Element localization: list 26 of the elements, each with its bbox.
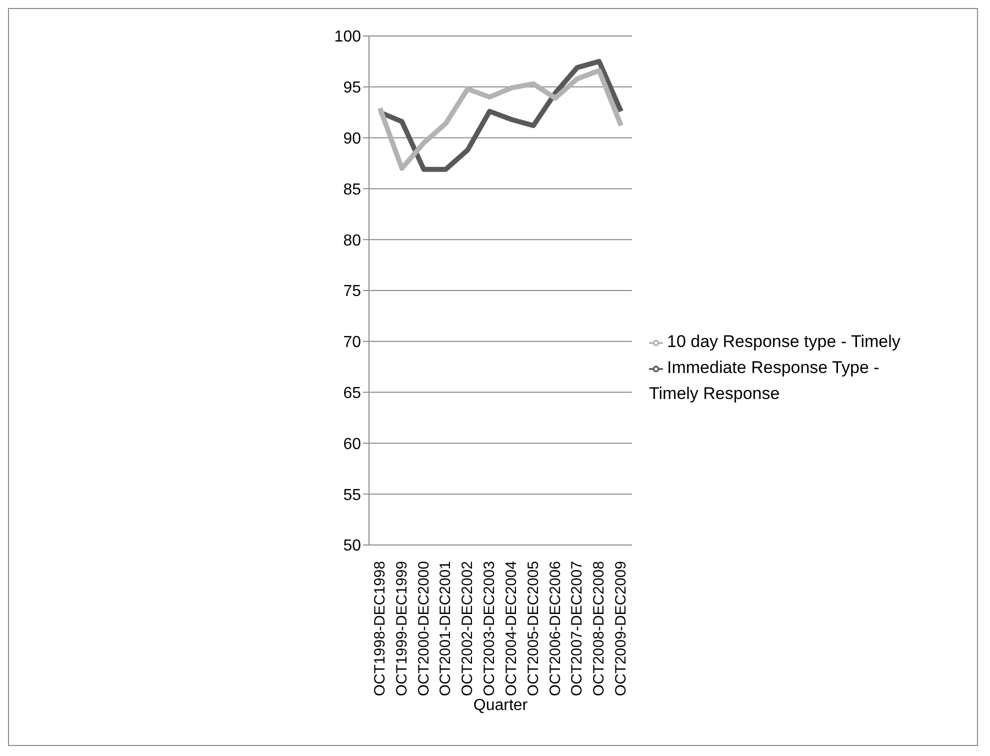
x-tick-label: OCT1999-DEC1999 (393, 561, 410, 696)
legend-label: 10 day Response type - Timely (667, 332, 900, 351)
y-tick-label: 50 (343, 538, 362, 555)
x-tick-label: OCT2009-DEC2009 (612, 561, 630, 696)
y-tick-label: 90 (343, 130, 362, 148)
y-tick-label: 80 (343, 232, 362, 250)
x-tick-label: OCT2000-DEC2000 (415, 561, 432, 696)
y-tick-label: 75 (343, 283, 362, 300)
x-tick-label: OCT2008-DEC2008 (590, 561, 608, 696)
y-tick-label: 85 (343, 181, 362, 198)
y-tick-label: 70 (343, 334, 362, 352)
y-tick-label: 100 (334, 28, 362, 46)
y-tick-label: 95 (343, 80, 362, 97)
x-tick-label: OCT2006-DEC2006 (546, 561, 564, 696)
x-tick-label: OCT2005-DEC2005 (524, 561, 542, 696)
x-axis-title: Quarter (473, 697, 528, 714)
y-tick-label: 65 (343, 384, 362, 402)
x-tick-label: OCT2001-DEC2001 (437, 561, 454, 696)
y-tick-label: 55 (343, 486, 362, 504)
x-tick-label: OCT2002-DEC2002 (459, 561, 476, 696)
x-tick-label: OCT1998-DEC1998 (371, 561, 388, 696)
x-tick-label: OCT2007-DEC2007 (568, 561, 586, 696)
legend-label: Immediate Response Type - Timely Response (649, 358, 880, 403)
y-tick-label: 60 (343, 436, 362, 453)
x-tick-label: OCT2004-DEC2004 (502, 561, 520, 696)
x-tick-label: OCT2003-DEC2003 (481, 561, 498, 696)
